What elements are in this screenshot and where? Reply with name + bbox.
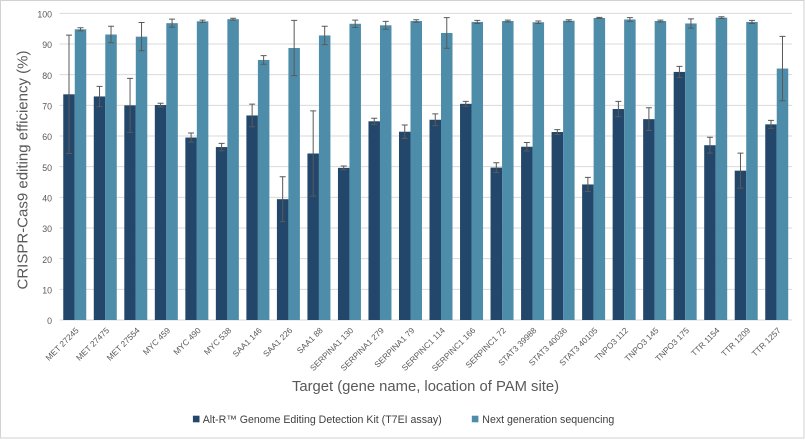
svg-text:Next generation sequencing: Next generation sequencing <box>482 414 614 426</box>
svg-text:90: 90 <box>42 40 52 50</box>
svg-text:100: 100 <box>37 9 52 19</box>
svg-text:60: 60 <box>42 132 52 142</box>
svg-text:80: 80 <box>42 71 52 81</box>
svg-text:70: 70 <box>42 101 52 111</box>
svg-text:50: 50 <box>42 163 52 173</box>
svg-text:CRISPR-Cas9 editing efficiency: CRISPR-Cas9 editing efficiency (%) <box>15 51 32 290</box>
svg-text:20: 20 <box>42 255 52 265</box>
svg-text:40: 40 <box>42 193 52 203</box>
svg-text:Target (gene name, location of: Target (gene name, location of PAM site) <box>292 379 559 395</box>
svg-text:0: 0 <box>47 316 52 326</box>
svg-text:Alt-R™ Genome Editing Detectio: Alt-R™ Genome Editing Detection Kit (T7E… <box>203 414 442 426</box>
svg-text:10: 10 <box>42 285 52 295</box>
svg-text:30: 30 <box>42 224 52 234</box>
